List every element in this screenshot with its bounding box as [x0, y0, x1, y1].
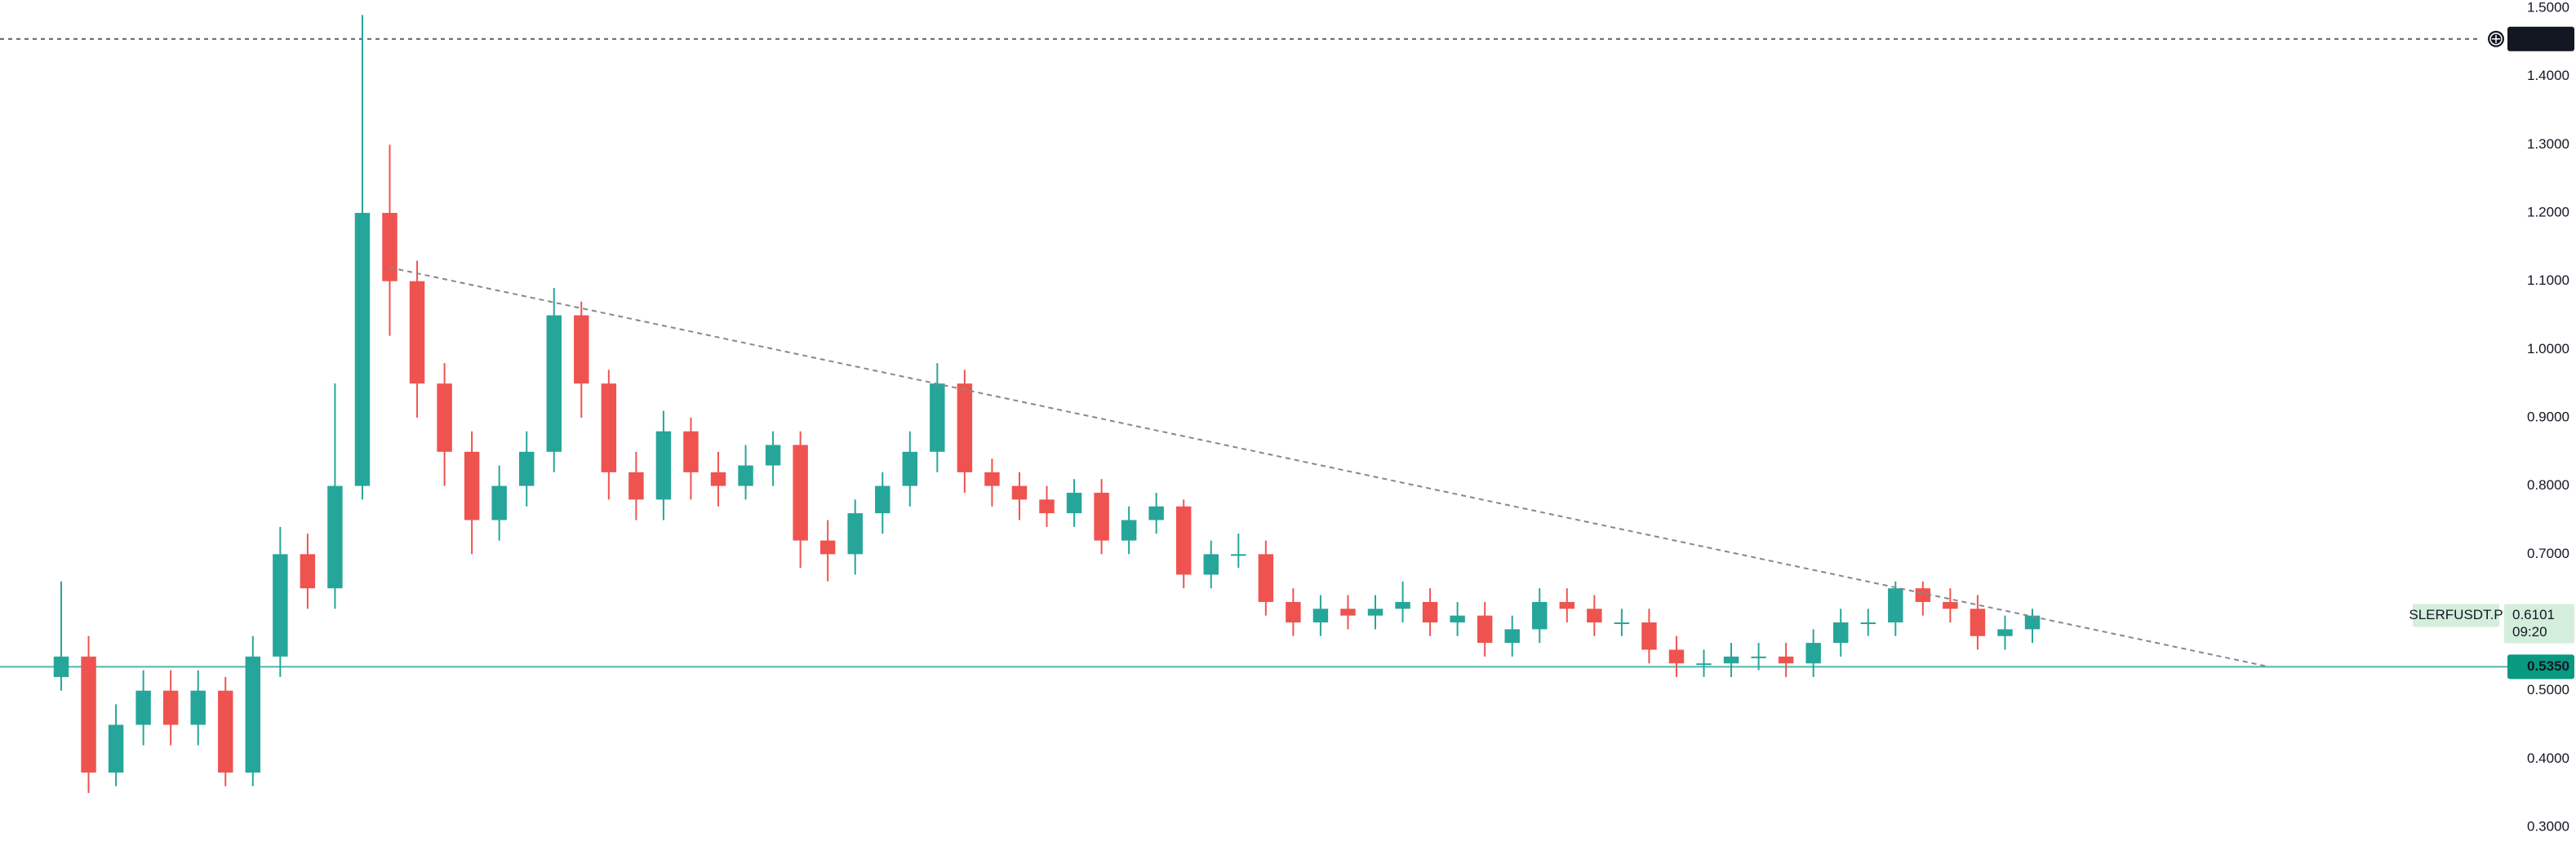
y-tick-label: 1.5000 [2527, 0, 2569, 15]
candle-body [902, 451, 918, 486]
candle-body [1559, 601, 1575, 609]
candle-body [327, 485, 343, 589]
candle-body [409, 281, 425, 384]
candle-body [1504, 629, 1520, 644]
candle-body [1340, 609, 1356, 616]
candle-body [464, 451, 480, 520]
support-label: 0.5350 [2527, 658, 2569, 674]
candle-body [1395, 601, 1410, 609]
candle-body [819, 540, 836, 555]
candle-body [875, 485, 890, 514]
symbol-label-box [2413, 604, 2499, 627]
candle-body [1970, 609, 1986, 636]
y-tick-label: 0.7000 [2527, 546, 2569, 561]
candle-body [1943, 601, 1958, 609]
candle-body [354, 213, 371, 486]
candle-body [1422, 601, 1438, 622]
candle-body [793, 445, 808, 541]
candle-body [1286, 601, 1301, 622]
trendline [389, 266, 2270, 668]
candle-body [546, 315, 562, 452]
last-price-box [2504, 604, 2574, 644]
candle-body [245, 656, 261, 773]
candle-body [2024, 615, 2041, 630]
candle-body [1175, 506, 1192, 575]
candle-body [683, 431, 699, 472]
candle-body [601, 383, 617, 472]
candle-body [135, 690, 151, 725]
candle-body [1148, 506, 1164, 520]
candle-body [1094, 493, 1109, 541]
candle-body [300, 554, 316, 589]
add-alert-ring [2489, 32, 2503, 46]
candle-body [655, 431, 672, 500]
y-tick-label: 1.0000 [2527, 341, 2569, 356]
candle-body [53, 656, 69, 677]
candle-body [437, 383, 452, 452]
last-price-label: 0.6101 [2512, 607, 2555, 622]
candle-body [1805, 643, 1821, 664]
candle-body [628, 472, 644, 500]
candle-body [1696, 663, 1712, 666]
countdown-label: 09:20 [2512, 624, 2547, 640]
candle-body [1723, 656, 1739, 664]
candle-body [1039, 499, 1055, 514]
candle-body [710, 472, 726, 486]
candle-body [1997, 629, 2013, 636]
candle-body [1778, 656, 1794, 664]
high-price-label-box [2507, 26, 2574, 51]
candle-body [847, 513, 863, 555]
candle-body [1450, 615, 1465, 622]
y-tick-label: 1.2000 [2527, 204, 2569, 219]
candle-body [738, 465, 753, 486]
candle-body [1832, 622, 1849, 644]
symbol-label: SLERFUSDT.P [2409, 607, 2503, 622]
candle-body [1258, 554, 1274, 602]
y-tick-label: 1.4000 [2527, 68, 2569, 83]
candle-body [1312, 609, 1329, 622]
candle-body [162, 690, 179, 725]
y-tick-label: 1.3000 [2527, 136, 2569, 152]
y-tick-label: 0.8000 [2527, 477, 2569, 493]
candle-body [1231, 554, 1246, 556]
y-tick-label: 1.1000 [2527, 272, 2569, 288]
candle-body [518, 451, 535, 486]
candle-body [1888, 588, 1903, 622]
candle-body [1121, 520, 1137, 541]
candle-body [1587, 609, 1602, 622]
candle-body [273, 554, 288, 657]
candle-body [491, 485, 507, 520]
candle-body [930, 383, 945, 452]
support-label-box [2507, 654, 2574, 680]
candle-body [218, 690, 233, 773]
high-price-label: 1.4549 [2527, 30, 2569, 46]
candle-body [765, 445, 781, 466]
candle-body [382, 213, 398, 281]
candle-body [1367, 609, 1383, 616]
candle-body [957, 383, 973, 472]
y-tick-label: 0.4000 [2527, 751, 2569, 766]
candle-body [1066, 493, 1082, 514]
candle-body [1751, 656, 1766, 658]
candle-body [1011, 485, 1028, 500]
candle-body [1641, 622, 1657, 650]
candle-body [1860, 622, 1876, 624]
candle-body [1477, 615, 1493, 644]
candle-body [574, 315, 589, 384]
candle-body [1668, 649, 1685, 664]
candle-body [81, 656, 96, 773]
y-tick-label: 0.3000 [2527, 818, 2569, 834]
y-tick-label: 0.9000 [2527, 409, 2569, 424]
y-tick-label: 0.5000 [2527, 682, 2569, 697]
candle-body [108, 724, 124, 773]
candle-body [190, 690, 206, 725]
candle-body [1614, 622, 1630, 624]
candle-body [1203, 554, 1219, 575]
candle-body [1532, 601, 1548, 630]
candle-body [984, 472, 1000, 486]
